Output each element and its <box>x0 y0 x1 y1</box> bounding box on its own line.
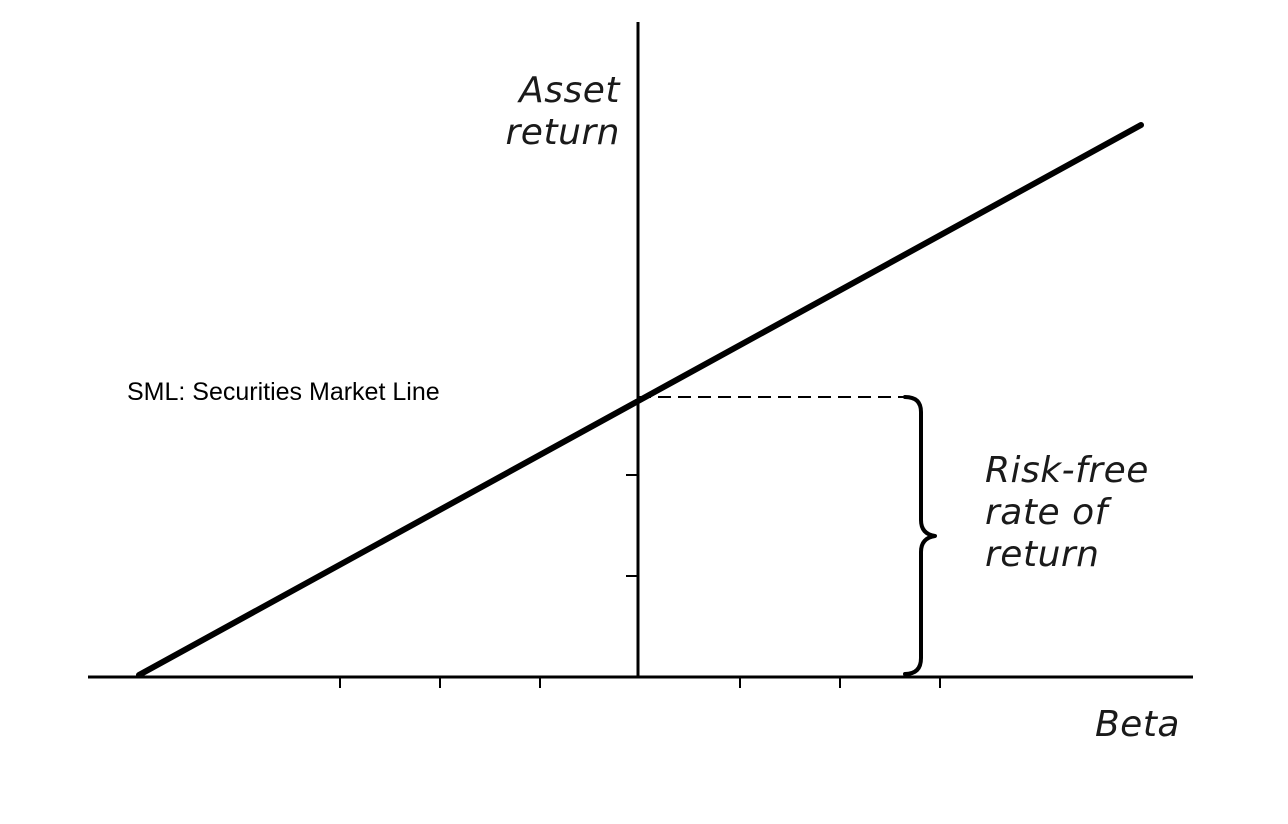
risk-free-rate-label: Risk-free rate of return <box>985 450 1205 576</box>
sml-line <box>136 122 1144 678</box>
risk-free-brace <box>903 395 937 676</box>
x-axis-label: Beta <box>1094 704 1180 745</box>
y-axis-label-line-1: Asset <box>519 70 620 111</box>
sml-label: SML: Securities Market Line <box>127 378 440 406</box>
y-axis-ticks <box>626 474 638 577</box>
risk-free-label-line-1: Risk-free <box>985 450 1149 491</box>
y-axis-label-line-2: return <box>505 112 620 153</box>
x-axis-ticks <box>339 677 941 688</box>
y-axis-label: Asset return <box>470 70 620 154</box>
risk-free-label-line-3: return <box>985 534 1100 575</box>
risk-free-label-line-2: rate of <box>985 492 1108 533</box>
